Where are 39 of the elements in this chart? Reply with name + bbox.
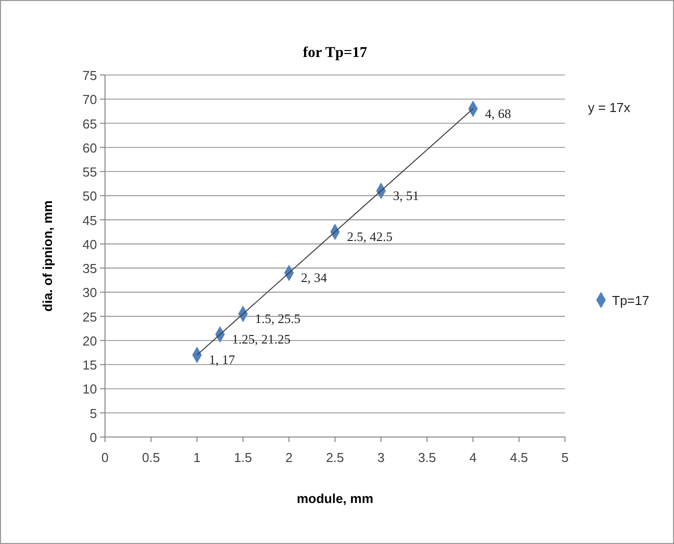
y-tick-label: 20 — [82, 333, 97, 348]
data-label: 1.5, 25.5 — [255, 310, 300, 326]
y-tick-label: 70 — [82, 92, 97, 108]
chart-title: for Tp=17 — [302, 45, 368, 61]
y-tick-label: 35 — [82, 261, 97, 276]
x-tick-label: 2.5 — [326, 450, 344, 465]
x-tick-label: 1.5 — [234, 450, 252, 465]
legend-label: Tp=17 — [612, 293, 650, 308]
y-tick-label: 25 — [82, 309, 97, 324]
text: y = 17x — [588, 100, 631, 115]
x-tick-label: 1 — [193, 450, 201, 465]
x-tick-label: 4.5 — [510, 450, 528, 465]
y-tick-label: 55 — [82, 164, 97, 180]
y-tick-label: 10 — [82, 382, 97, 397]
y-tick-label: 5 — [90, 406, 97, 421]
x-tick-label: 0 — [101, 450, 109, 465]
x-tick-label: 3 — [377, 450, 385, 465]
y-tick-label: 0 — [90, 430, 97, 445]
x-tick-label: 2 — [285, 450, 293, 465]
y-tick-label: 15 — [82, 358, 97, 373]
y-tick-label: 65 — [82, 116, 97, 132]
data-label: 4, 68 — [485, 106, 511, 121]
y-tick-label: 45 — [82, 212, 97, 228]
y-tick-label: 75 — [82, 68, 97, 83]
data-label: 2, 34 — [301, 270, 328, 285]
y-tick-label: 60 — [82, 140, 97, 156]
x-tick-label: 4 — [469, 450, 477, 465]
x-tick-label: 5 — [561, 450, 569, 465]
data-label: 1.25, 21.25 — [232, 331, 290, 346]
x-tick-label: 0.5 — [142, 450, 160, 465]
y-tick-label: 30 — [82, 285, 97, 300]
data-label: 2.5, 42.5 — [347, 228, 392, 244]
x-tick-label: 3.5 — [418, 450, 436, 465]
y-axis-title: dia. of ipnion, mm — [40, 200, 55, 312]
data-label: 1, 17 — [209, 352, 236, 367]
x-axis-title: module, mm — [296, 491, 374, 506]
data-label: 3, 51 — [393, 188, 419, 203]
y-tick-label: 40 — [82, 236, 97, 252]
y-tick-label: 50 — [82, 188, 97, 204]
